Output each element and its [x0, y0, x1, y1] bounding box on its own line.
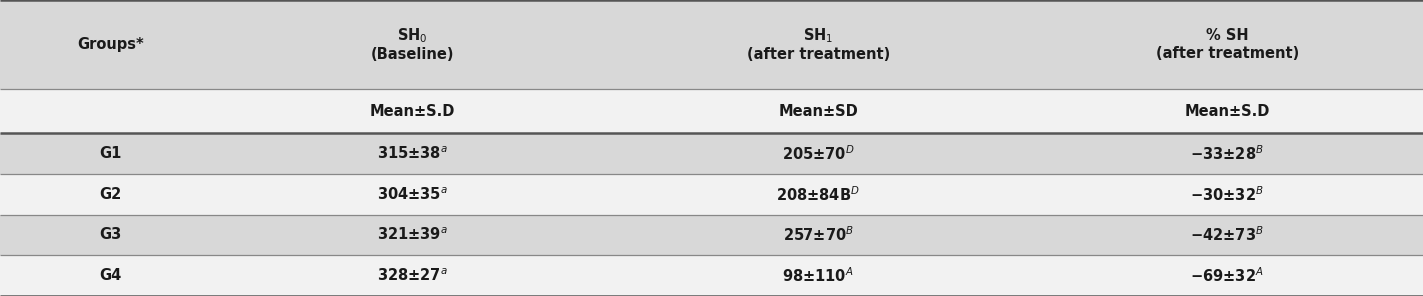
Text: −42±73$^B$: −42±73$^B$ — [1191, 226, 1264, 244]
Text: 304±35$^a$: 304±35$^a$ — [377, 186, 448, 202]
Text: 208±84B$^D$: 208±84B$^D$ — [777, 185, 859, 204]
Text: −30±32$^B$: −30±32$^B$ — [1191, 185, 1264, 204]
Bar — [605, 174, 1032, 215]
Text: SH$_0$
(Baseline): SH$_0$ (Baseline) — [371, 26, 454, 62]
Text: 321±39$^a$: 321±39$^a$ — [377, 227, 448, 243]
Bar — [0, 133, 221, 174]
Bar — [1032, 0, 1423, 89]
Bar — [221, 255, 605, 296]
Bar — [1032, 89, 1423, 133]
Bar — [0, 0, 221, 89]
Bar — [1032, 215, 1423, 255]
Text: G3: G3 — [100, 227, 121, 242]
Bar — [605, 215, 1032, 255]
Bar — [221, 0, 605, 89]
Text: 98±110$^A$: 98±110$^A$ — [783, 266, 854, 285]
Text: Groups*: Groups* — [77, 37, 144, 52]
Bar — [221, 133, 605, 174]
Bar — [0, 255, 221, 296]
Text: Mean±SD: Mean±SD — [778, 104, 858, 118]
Text: SH$_1$
(after treatment): SH$_1$ (after treatment) — [747, 26, 889, 62]
Bar — [605, 89, 1032, 133]
Bar — [1032, 174, 1423, 215]
Bar — [1032, 133, 1423, 174]
Text: 328±27$^a$: 328±27$^a$ — [377, 267, 448, 284]
Bar — [605, 255, 1032, 296]
Text: −69±32$^A$: −69±32$^A$ — [1191, 266, 1264, 285]
Bar — [221, 89, 605, 133]
Bar — [605, 0, 1032, 89]
Text: G1: G1 — [100, 146, 121, 161]
Bar — [1032, 255, 1423, 296]
Bar — [0, 174, 221, 215]
Text: 205±70$^D$: 205±70$^D$ — [781, 144, 855, 163]
Bar — [0, 89, 221, 133]
Text: G4: G4 — [100, 268, 121, 283]
Text: −33±28$^B$: −33±28$^B$ — [1191, 144, 1264, 163]
Bar — [221, 174, 605, 215]
Bar — [0, 215, 221, 255]
Text: 315±38$^a$: 315±38$^a$ — [377, 145, 448, 162]
Text: Mean±S.D: Mean±S.D — [370, 104, 455, 118]
Text: G2: G2 — [100, 187, 121, 202]
Bar — [221, 215, 605, 255]
Text: Mean±S.D: Mean±S.D — [1185, 104, 1269, 118]
Bar — [605, 133, 1032, 174]
Text: 257±70$^B$: 257±70$^B$ — [783, 226, 854, 244]
Text: % SH
(after treatment): % SH (after treatment) — [1155, 28, 1299, 61]
